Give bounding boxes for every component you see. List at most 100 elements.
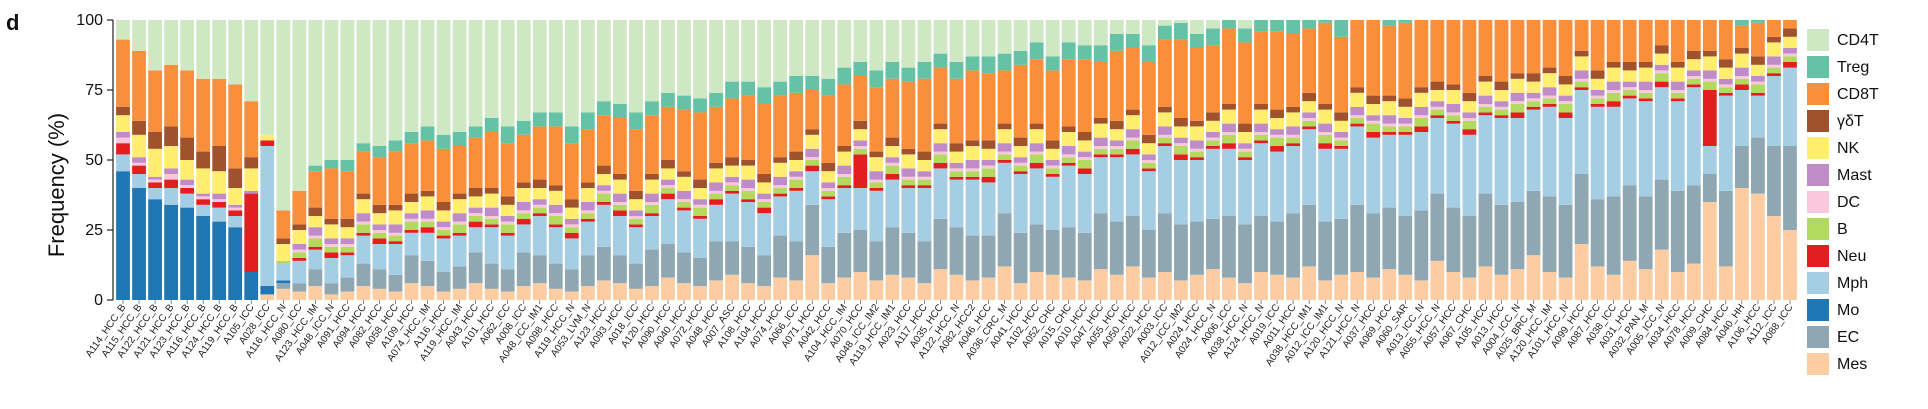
bar-segment-CD8T	[1093, 62, 1108, 118]
bar-segment-CD8T	[500, 143, 515, 197]
bar-segment-Neu	[1125, 148, 1140, 155]
bar-segment-DC	[436, 227, 451, 230]
bar-segment-T	[981, 140, 996, 149]
bar-segment-Treg	[388, 140, 403, 152]
bar-segment-EC	[869, 241, 884, 281]
bar-segment-Mast	[981, 160, 996, 166]
bar-segment-T	[516, 182, 531, 188]
bar-segment-CD4T	[436, 20, 451, 135]
bar-stack	[981, 20, 996, 300]
bar-segment-NK	[260, 134, 275, 141]
bar-stack	[1783, 20, 1797, 300]
bar-segment-B	[532, 207, 547, 214]
bar-segment-T	[1590, 70, 1605, 79]
bar-segment-Neu	[1638, 98, 1653, 102]
bar-segment-T	[1526, 73, 1541, 82]
bar-segment-Mph	[805, 171, 820, 205]
bar-segment-B	[564, 227, 579, 233]
bar-segment-Mes	[1574, 244, 1589, 300]
bar-segment-CD8T	[148, 70, 162, 132]
bar-segment-CD8T	[564, 143, 579, 200]
bar-segment-Mes	[1670, 272, 1685, 300]
bar-segment-B	[1013, 165, 1028, 172]
bar-stack	[661, 20, 675, 300]
bar-segment-Mph	[1141, 171, 1156, 230]
bar-stack	[1254, 20, 1268, 300]
bar-segment-Mph	[500, 235, 515, 270]
bar-stack	[1190, 20, 1204, 300]
bar-segment-CD4T	[1206, 20, 1220, 29]
bar-segment-DC	[613, 202, 627, 205]
y-tick-label: 0	[94, 292, 103, 309]
bar-segment-CD4T	[1077, 20, 1092, 46]
bar-segment-CD8T	[1382, 25, 1397, 96]
bar-stack	[1574, 20, 1589, 300]
bar-segment-CD4T	[661, 20, 675, 93]
bar-segment-CD8T	[1125, 48, 1140, 110]
bar-segment-EC	[773, 235, 788, 278]
bar-segment-B	[1302, 120, 1317, 127]
bar-segment-CD8T	[308, 171, 323, 208]
bar-segment-Mes	[516, 286, 531, 300]
bar-segment-CD4T	[548, 20, 563, 113]
bar-segment-DC	[1238, 148, 1252, 152]
bar-segment-Mes	[1702, 202, 1717, 300]
bar-segment-Treg	[340, 160, 355, 172]
bar-segment-Mph	[1222, 148, 1236, 216]
bar-segment-T	[180, 137, 195, 160]
bar-stack	[1093, 20, 1108, 300]
bar-segment-Neu	[372, 238, 387, 244]
bar-segment-Mph	[1270, 151, 1284, 222]
bar-segment-Mes	[1125, 266, 1140, 300]
bar-segment-T	[789, 151, 804, 160]
bar-segment-T	[1045, 140, 1060, 149]
bar-segment-NK	[1077, 140, 1092, 152]
bar-segment-Mes	[1254, 272, 1268, 300]
legend-label: DC	[1837, 194, 1860, 211]
bar-segment-DC	[1318, 132, 1333, 135]
bar-segment-Mph	[997, 162, 1012, 214]
bar-segment-CD4T	[1174, 20, 1188, 23]
bar-segment-Mes	[1366, 277, 1381, 300]
bar-segment-CD8T	[1174, 39, 1188, 118]
bar-segment-Neu	[196, 199, 211, 205]
bar-segment-CD8T	[821, 95, 836, 163]
bar-segment-NK	[420, 196, 435, 211]
bar-segment-Mes	[869, 280, 884, 300]
bar-segment-CD4T	[420, 20, 435, 127]
bar-segment-B	[356, 224, 371, 233]
bar-stack	[372, 20, 387, 300]
bar-segment-T	[1109, 120, 1124, 130]
bar-segment-Mes	[1045, 274, 1060, 300]
bar-segment-Neu	[436, 235, 451, 239]
bar-segment-T	[1783, 28, 1797, 37]
bar-stack	[965, 20, 980, 300]
bar-segment-B	[725, 185, 739, 191]
bar-segment-CD8T	[853, 76, 868, 121]
bar-segment-T	[1270, 109, 1284, 118]
bar-segment-Treg	[1141, 45, 1156, 62]
bar-segment-Treg	[1382, 20, 1397, 26]
bar-segment-CD4T	[244, 20, 259, 102]
bar-stack	[452, 20, 467, 300]
bar-segment-Mast	[420, 210, 435, 219]
bar-segment-CD4T	[645, 20, 659, 102]
bar-segment-Mast	[1125, 129, 1140, 138]
bar-segment-NK	[805, 134, 820, 149]
bar-segment-CD8T	[741, 95, 756, 160]
bar-segment-EC	[1735, 146, 1749, 188]
bar-segment-Mes	[548, 288, 563, 300]
bar-segment-Mast	[148, 176, 162, 180]
bar-segment-B	[1157, 137, 1172, 144]
bar-segment-T	[853, 120, 868, 130]
bar-segment-CD8T	[1606, 20, 1621, 62]
bar-stack	[404, 20, 419, 300]
bar-segment-CD4T	[709, 20, 723, 93]
bar-segment-Mes	[500, 291, 515, 300]
legend-swatch	[1807, 56, 1829, 78]
bar-segment-B	[1526, 101, 1541, 107]
bar-segment-T	[356, 193, 371, 200]
bar-segment-Mast	[965, 160, 980, 169]
bar-segment-Neu	[1141, 168, 1156, 172]
legend-swatch	[1807, 110, 1829, 132]
